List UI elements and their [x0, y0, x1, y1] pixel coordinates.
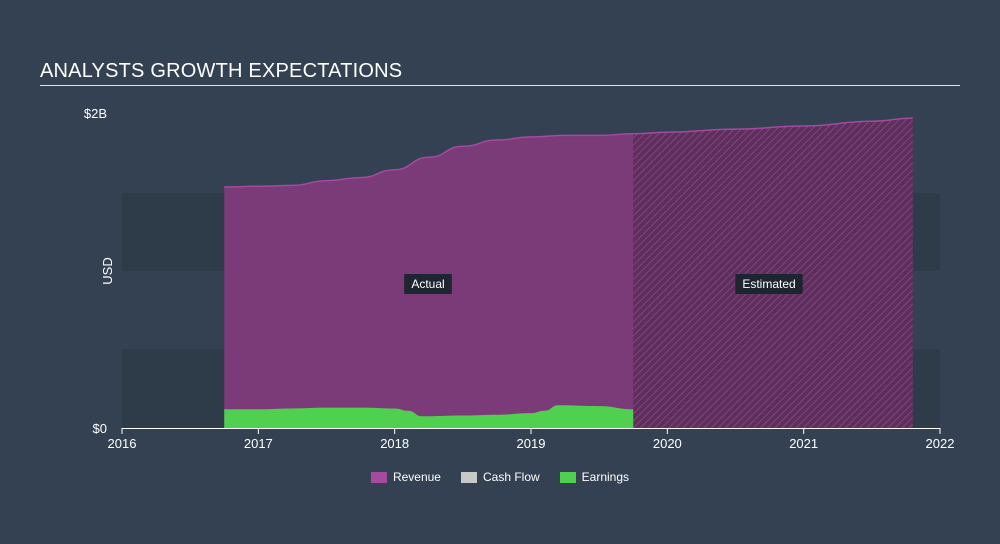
legend-label-cashflow: Cash Flow [482, 470, 540, 484]
legend-item-revenue[interactable]: Revenue [370, 470, 441, 484]
chart-legend: Revenue Cash Flow Earnings [0, 470, 1000, 484]
cashflow-swatch [460, 471, 477, 483]
chart-title: ANALYSTS GROWTH EXPECTATIONS [40, 60, 403, 82]
legend-item-cashflow[interactable]: Cash Flow [460, 470, 540, 484]
revenue-estimated-line [633, 117, 913, 135]
legend-label-earnings: Earnings [581, 470, 630, 484]
region-label-estimated-bg [735, 274, 803, 294]
title-divider [40, 85, 960, 86]
revenue-swatch [370, 471, 387, 483]
earnings-area [224, 405, 634, 428]
earnings-swatch [559, 471, 576, 483]
legend-label-revenue: Revenue [392, 470, 441, 484]
x-tick-label-2020: 2020 [653, 436, 682, 451]
revenue-estimated-area [633, 118, 913, 428]
region-label-actual-bg [404, 274, 452, 294]
region-label-actual-text: Actual [411, 277, 444, 291]
x-tick-label-2017: 2017 [244, 436, 273, 451]
region-label-actual: Actual [404, 274, 452, 294]
y-axis-label: USD [100, 257, 115, 284]
region-label-estimated-text: Estimated [742, 277, 795, 291]
region-label-estimated: Estimated [735, 274, 803, 294]
x-tick-label-2016: 2016 [108, 436, 137, 451]
x-tick-label-2019: 2019 [517, 436, 546, 451]
y-tick-label-max: $2B [84, 106, 107, 121]
x-tick-label-2022: 2022 [926, 436, 955, 451]
x-tick-label-2018: 2018 [380, 436, 409, 451]
x-tick-label-2021: 2021 [789, 436, 818, 451]
legend-item-earnings[interactable]: Earnings [559, 470, 630, 484]
y-tick-label-0: $0 [93, 421, 107, 436]
